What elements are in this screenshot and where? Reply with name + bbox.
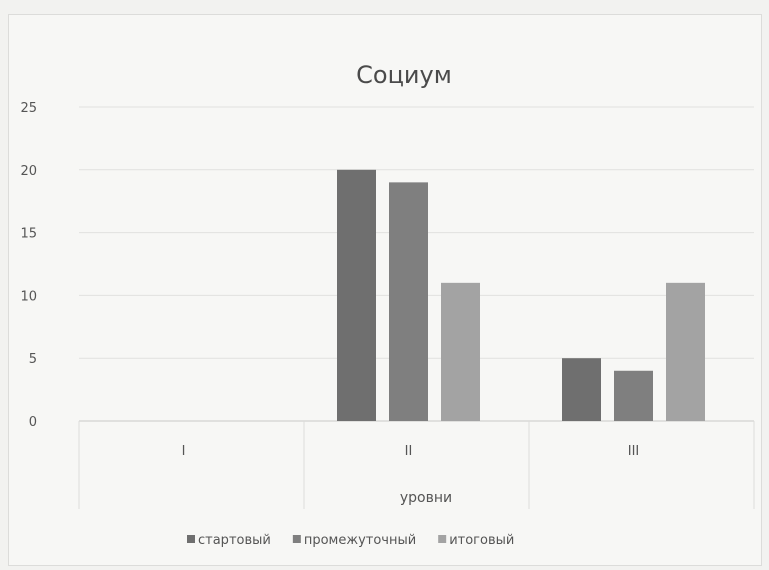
y-tick-label: 5	[29, 352, 37, 367]
y-tick-label: 25	[20, 101, 37, 116]
chart-title: Социум	[356, 61, 452, 89]
y-tick-label: 10	[20, 289, 37, 304]
bar-2-2	[389, 182, 428, 421]
legend-swatch	[292, 535, 301, 543]
bar-2-1	[337, 169, 376, 421]
legend-swatch	[438, 535, 447, 543]
y-tick-label: 15	[20, 227, 37, 242]
x-axis: I II III	[78, 421, 755, 509]
y-tick-label: 0	[29, 415, 37, 430]
bar-3-1	[562, 358, 601, 421]
x-tick-label: III	[628, 444, 640, 459]
legend-swatch	[187, 535, 195, 543]
legend-label: итоговый	[449, 533, 514, 548]
x-axis-label: уровни	[400, 490, 452, 506]
y-tick-label: 20	[20, 164, 37, 179]
x-tick-label: II	[405, 444, 413, 459]
bar-3-3	[666, 282, 705, 421]
chart-area: Социум 0 5 10 15 20 25 I II III уровни стартовы…	[8, 14, 762, 566]
y-axis-ticks: 0 5 10 15 20 25	[20, 101, 37, 430]
legend: стартовый промежуточный итоговый	[187, 533, 514, 548]
bars	[337, 169, 705, 421]
bar-2-3	[441, 282, 480, 421]
legend-label: стартовый	[198, 533, 271, 548]
x-tick-label: I	[182, 444, 186, 459]
bar-3-2	[614, 370, 653, 421]
legend-label: промежуточный	[304, 533, 416, 548]
